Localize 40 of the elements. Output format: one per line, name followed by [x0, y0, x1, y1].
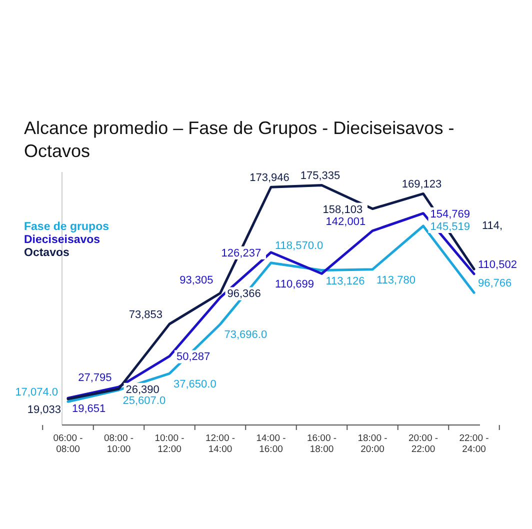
- x-tick-label: 22:00 - 24:00: [459, 433, 489, 455]
- data-label: 73,853: [128, 309, 163, 321]
- data-label: 175,335: [300, 170, 340, 182]
- x-tick-label: 12:00 - 14:00: [205, 433, 236, 455]
- data-label: 173,946: [250, 172, 290, 184]
- text: Dieciseisavos: [24, 234, 100, 246]
- text: 114,: [482, 220, 503, 232]
- x-tick-label: 16:00 - 18:00: [306, 433, 337, 455]
- data-label: 37,650.0: [174, 378, 216, 391]
- x-tick-label: 06:00 - 08:00: [53, 433, 83, 455]
- data-label: 169,123: [402, 178, 442, 191]
- data-label: 73,696.0: [224, 329, 268, 342]
- data-label: 118,570.0: [275, 240, 324, 252]
- data-label: 27,795: [78, 372, 112, 384]
- data-label: 17,074.0: [15, 386, 58, 399]
- data-label: 158,103: [322, 204, 363, 216]
- data-label: 96,366: [227, 288, 261, 300]
- x-tick-label: 14:00 - 16:00: [256, 433, 286, 455]
- data-label: 145,519: [430, 220, 470, 233]
- x-tick-label: 18:00 - 20:00: [358, 433, 388, 455]
- data-label: 142,001: [326, 216, 366, 228]
- x-tick-label: 08:00 - 10:00: [104, 433, 134, 455]
- data-label: 110,699: [275, 278, 314, 291]
- data-label: 96,766: [478, 278, 512, 290]
- chart-title: Alcance promedio – Fase de Grupos - Dieciseisavos - Octavos: [24, 118, 454, 161]
- x-tick-label: 20:00 - 22:00: [408, 433, 438, 455]
- data-label: 26,390: [126, 384, 160, 396]
- data-label: 19,033: [27, 404, 62, 416]
- data-label: 50,287: [176, 351, 210, 364]
- data-label: 126,237: [221, 247, 262, 260]
- text: Fase de grupos: [24, 221, 109, 233]
- data-label: 113,780: [376, 274, 416, 286]
- data-label: 154,769: [430, 208, 470, 220]
- data-label: 25,607.0: [122, 394, 166, 407]
- data-label: 110,502: [478, 258, 517, 271]
- text: Octavos: [24, 247, 70, 259]
- data-label: 19,651: [72, 403, 106, 416]
- x-tick-label: 10:00 - 12:00: [154, 433, 184, 455]
- data-label: 93,305: [180, 274, 214, 286]
- data-label: 113,126: [326, 275, 365, 288]
